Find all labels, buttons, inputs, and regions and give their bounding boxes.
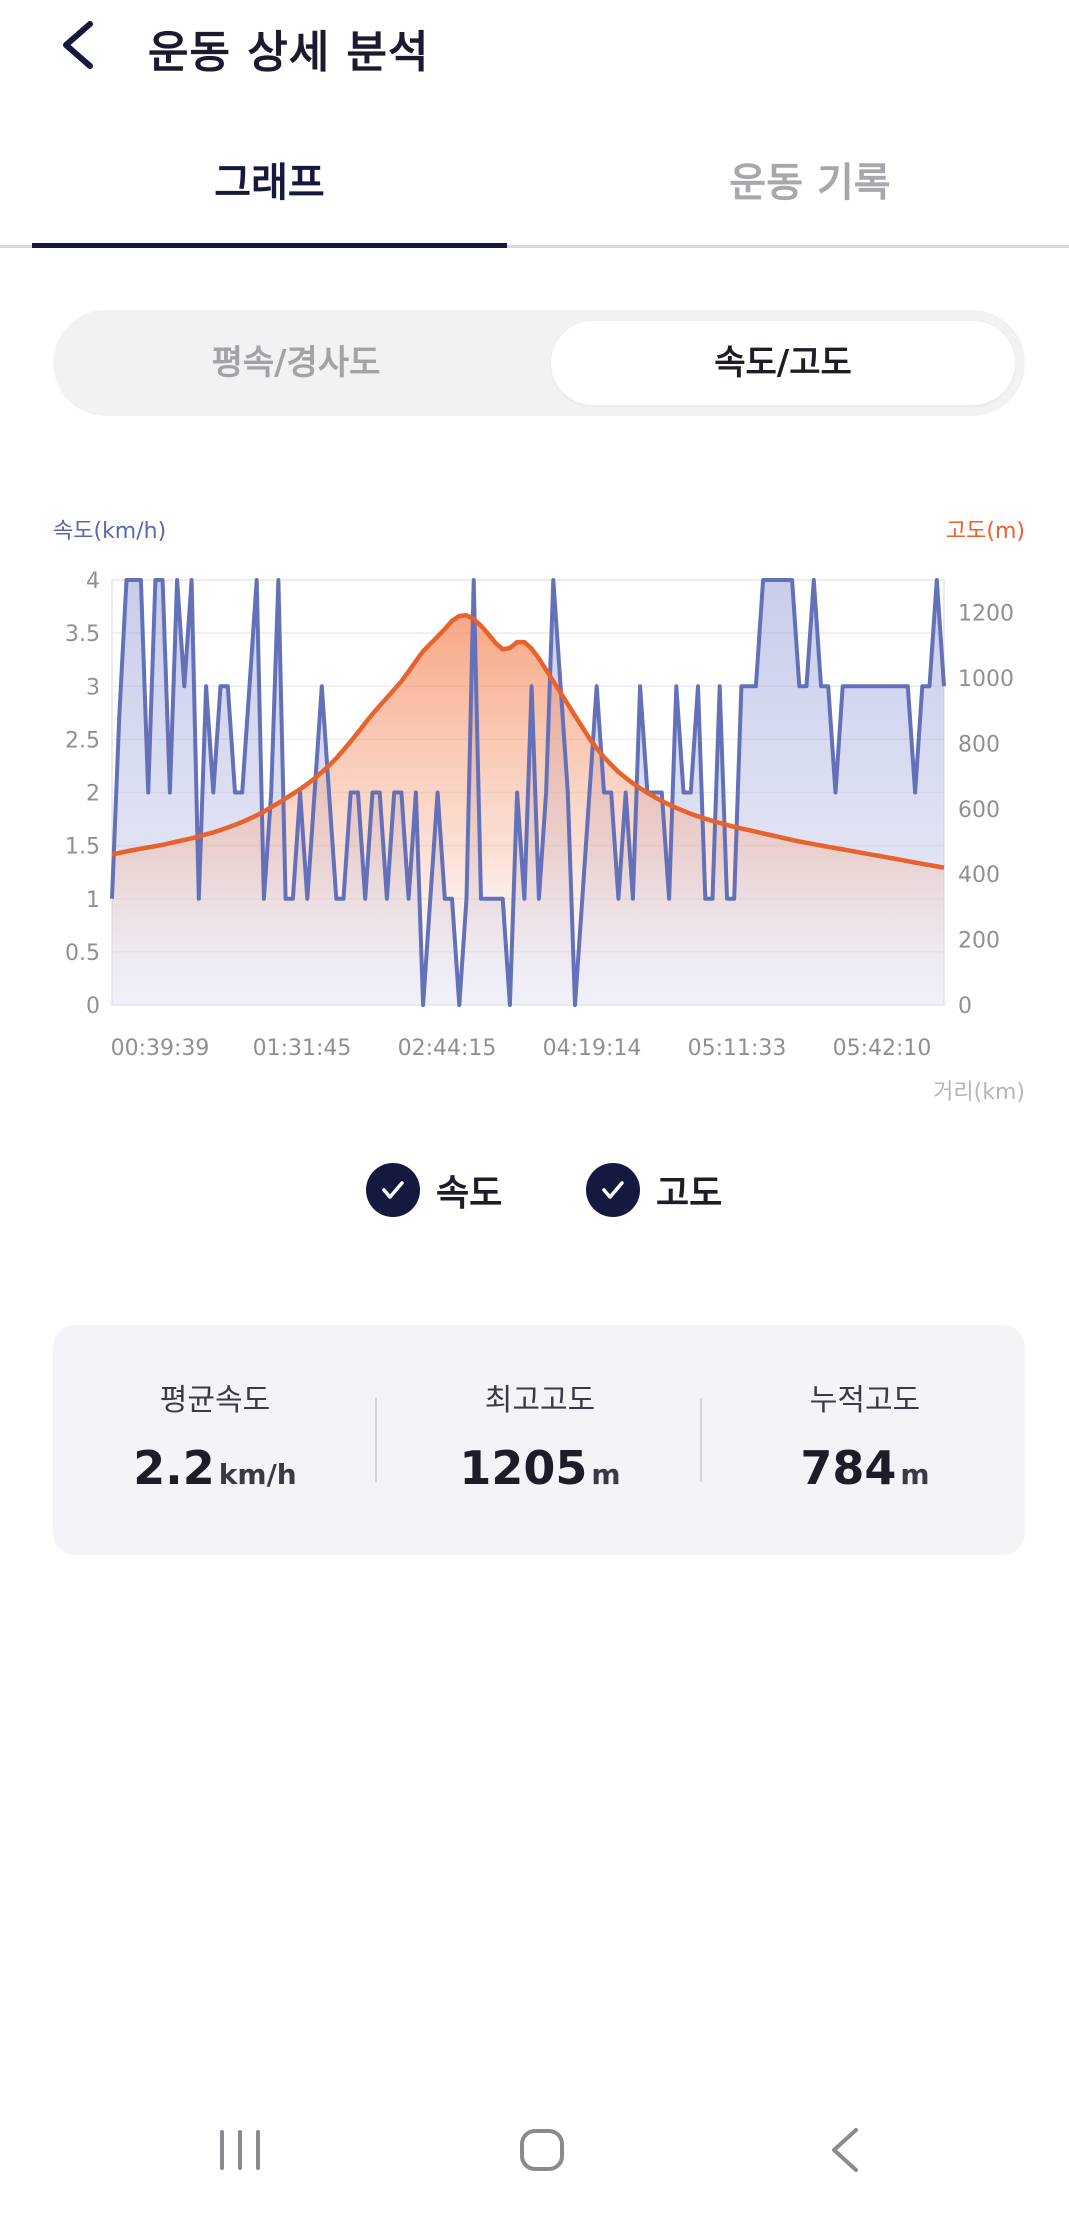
stat-unit: m <box>591 1458 621 1491</box>
chevron-left-icon <box>63 21 93 69</box>
y-right-tick-label: 1200 <box>958 602 1014 627</box>
x-tick-label: 04:19:14 <box>543 1036 642 1061</box>
y-right-tick-label: 400 <box>958 863 1000 888</box>
checkmark-icon <box>366 1163 420 1217</box>
legend-label-altitude: 고도 <box>656 1173 723 1214</box>
stat-divider <box>375 1398 377 1482</box>
back-icon[interactable] <box>804 2118 884 2182</box>
y-left-tick-label: 4 <box>86 569 100 594</box>
altitude-line <box>111 613 945 870</box>
stats-summary-card <box>53 1325 1025 1555</box>
stat-label: 누적고도 <box>809 1383 921 1418</box>
y-left-tick-label: 0 <box>86 994 100 1019</box>
y-left-tick-label: 1.5 <box>65 835 100 860</box>
x-axis-label: 거리(km) <box>933 1080 1025 1105</box>
stat-cumulative-altitude: 누적고도 784 m <box>715 1375 1015 1495</box>
legend-toggle-altitude[interactable]: 고도 <box>586 1160 722 1220</box>
stat-max-altitude: 최고고도 1205 m <box>390 1375 690 1495</box>
y-right-tick-label: 1000 <box>958 667 1014 692</box>
y-axis-right-label: 고도(m) <box>946 519 1025 544</box>
tab-divider <box>0 245 1069 248</box>
legend-toggle-speed[interactable]: 속도 <box>366 1160 502 1220</box>
y-axis-left-label: 속도(km/h) <box>53 519 166 544</box>
stat-unit: km/h <box>218 1458 297 1491</box>
x-axis-ticks: 00:39:39 01:31:45 02:44:15 04:19:14 05:11:33… <box>111 1036 932 1061</box>
y-left-tick-label: 0.5 <box>65 941 100 966</box>
legend-label-speed: 속도 <box>436 1173 503 1214</box>
stat-value: 784 <box>800 1441 897 1495</box>
y-axis-right-ticks: 0 200 400 600 800 1000 1200 <box>958 602 1014 1019</box>
speed-series-line <box>110 578 946 1007</box>
stat-label: 최고고도 <box>484 1383 596 1418</box>
y-left-tick-label: 2.5 <box>65 728 100 753</box>
stat-label: 평균속도 <box>159 1383 271 1418</box>
y-left-tick-label: 2 <box>86 782 100 807</box>
tab-workout-records[interactable]: 운동 기록 <box>729 160 891 206</box>
stat-value: 2.2 <box>133 1441 215 1495</box>
system-navigation-bar <box>200 2118 884 2182</box>
speed-line <box>110 578 946 1007</box>
page-title: 운동 상세 분석 <box>148 27 430 78</box>
back-button[interactable] <box>52 10 112 80</box>
segment-speed-altitude[interactable]: 속도/고도 <box>551 321 1015 405</box>
checkmark-icon <box>586 1163 640 1217</box>
active-tab-indicator <box>32 243 507 248</box>
y-right-tick-label: 200 <box>958 929 1000 954</box>
x-tick-label: 00:39:39 <box>111 1036 210 1061</box>
stat-average-speed: 평균속도 2.2 km/h <box>65 1375 365 1495</box>
y-left-tick-label: 1 <box>86 888 100 913</box>
y-axis-left-ticks: 0 0.5 1 1.5 2 2.5 3 3.5 4 <box>65 569 100 1019</box>
y-right-tick-label: 600 <box>958 798 1000 823</box>
x-tick-label: 01:31:45 <box>253 1036 352 1061</box>
home-icon[interactable] <box>502 2118 582 2182</box>
segment-avgspeed-grade[interactable]: 평속/경사도 <box>211 343 381 383</box>
y-left-tick-label: 3 <box>86 675 100 700</box>
stat-divider <box>700 1398 702 1482</box>
y-left-tick-label: 3.5 <box>65 622 100 647</box>
x-tick-label: 05:11:33 <box>688 1036 787 1061</box>
speed-altitude-chart: 속도(km/h) 고도(m) 0 0.5 1 1.5 2 2.5 3 3.5 4 0 200 400… <box>53 519 1025 1105</box>
recent-apps-icon[interactable] <box>200 2118 280 2182</box>
altitude-series-line <box>111 613 945 870</box>
stat-value: 1205 <box>459 1441 588 1495</box>
x-tick-label: 02:44:15 <box>398 1036 497 1061</box>
y-right-tick-label: 0 <box>958 994 972 1019</box>
y-right-tick-label: 800 <box>958 732 1000 757</box>
x-tick-label: 05:42:10 <box>833 1036 932 1061</box>
stat-unit: m <box>900 1458 930 1491</box>
tab-graph[interactable]: 그래프 <box>214 160 325 206</box>
